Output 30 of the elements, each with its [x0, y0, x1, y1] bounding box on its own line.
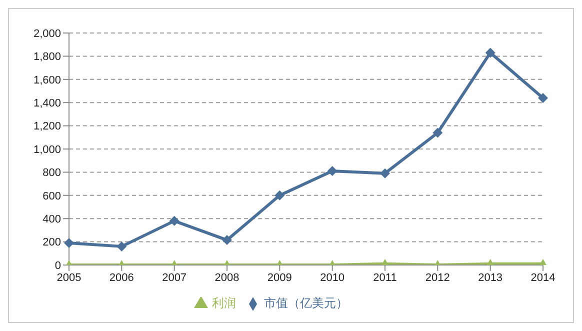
x-tick-label: 2006 [109, 272, 134, 284]
y-tick-label: 1,600 [33, 74, 61, 86]
x-tick-label: 2009 [267, 272, 292, 284]
point [169, 216, 180, 226]
point [274, 190, 285, 200]
point [432, 128, 443, 138]
legend-label: 利润 [212, 296, 236, 310]
x-tick-label: 2005 [56, 272, 82, 284]
x-tick-label: 2013 [478, 272, 503, 284]
y-tick-label: 1,400 [33, 98, 61, 110]
point [538, 92, 548, 103]
y-tick-label: 1,800 [33, 51, 61, 64]
x-tick-label: 2007 [162, 272, 187, 284]
y-tick-label: 600 [42, 190, 61, 202]
x-tick-label: 2012 [425, 272, 450, 284]
y-tick-label: 200 [42, 236, 61, 249]
y-tick-label: 1,000 [33, 144, 61, 156]
x-tick-label: 2011 [373, 272, 397, 284]
point [380, 168, 390, 178]
y-tick-label: 400 [42, 214, 61, 226]
y-tick-label: 0 [54, 260, 61, 272]
x-tick-label: 2008 [214, 272, 240, 284]
x-tick-label: 2010 [320, 272, 345, 284]
point [327, 166, 338, 176]
x-tick-label: 2014 [530, 272, 556, 284]
y-tick-label: 800 [42, 167, 61, 180]
y-tick-label: 2,000 [33, 28, 61, 40]
point [485, 48, 496, 58]
y-tick-label: 1,200 [33, 120, 61, 133]
legend-label: 市值（亿美元） [264, 296, 348, 310]
